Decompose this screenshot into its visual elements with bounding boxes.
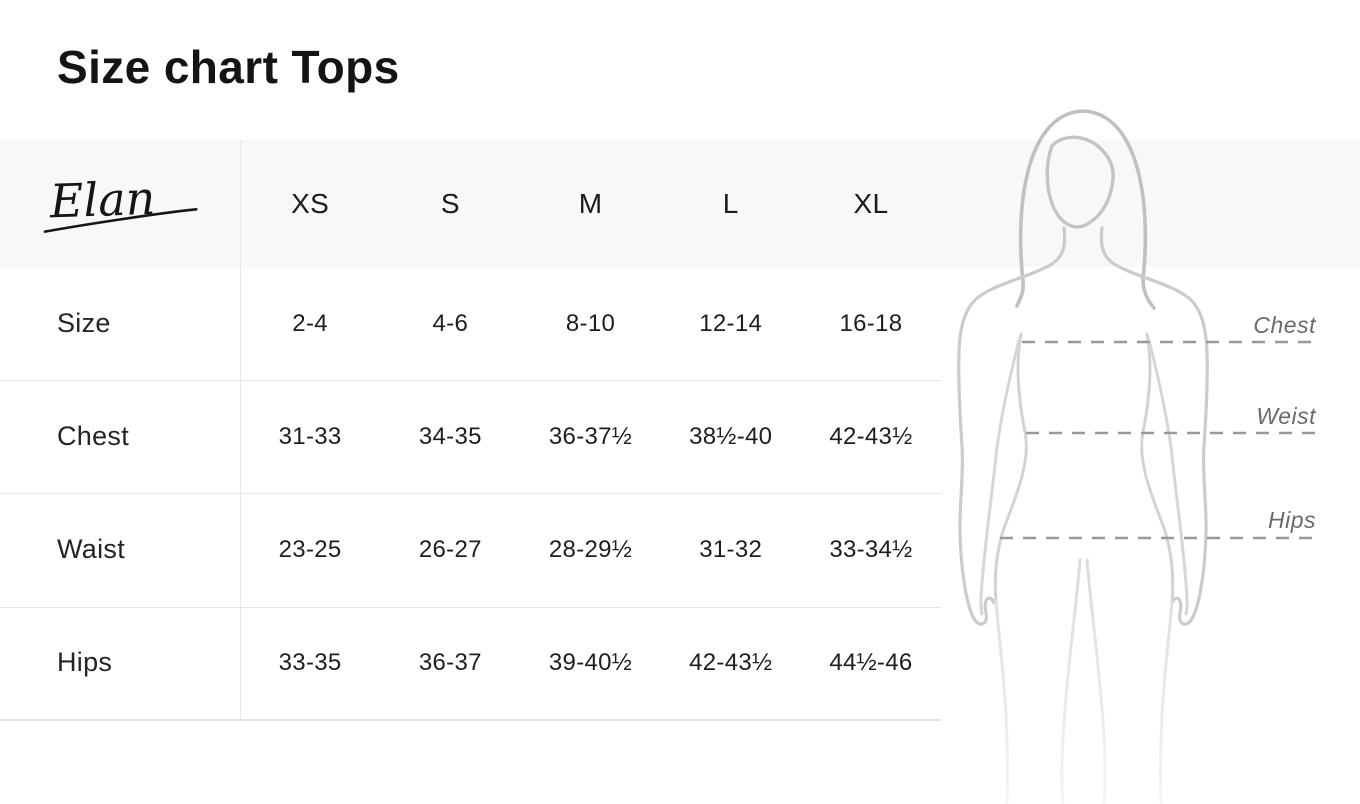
row-label-chest: Chest [57,421,130,451]
chest-xl-value: 42-43½ [829,422,913,450]
waist-xl-value: 33-34½ [829,535,913,563]
left-leg-inner-line [1060,558,1082,804]
face-outline [1045,135,1115,229]
hips-xl-value: 44½-46 [829,648,913,676]
waist-xs-value: 23-25 [278,535,342,563]
hips-m-value: 39-40½ [548,648,633,676]
waist-measure-label: Weist [1256,403,1316,429]
table-row-size: Size 2-4 4-6 8-10 12-14 16-18 [0,267,941,380]
table-bottom-border [0,719,941,721]
left-arm-outline [957,226,1067,626]
page-title: Size chart Tops [57,41,400,93]
row-divider-2 [0,493,941,494]
waist-m-value: 28-29½ [548,535,633,563]
row-divider-1 [0,380,941,381]
size-header-m: M [578,187,603,219]
right-leg-inner-line [1085,558,1107,804]
size-m-value: 8-10 [565,309,616,337]
row-label-waist: Waist [57,534,125,564]
waist-l-value: 31-32 [699,535,763,563]
brand-logo-svg: Elan [43,170,198,233]
hips-xs-value: 33-35 [278,648,342,676]
torso-left-outline [993,332,1028,604]
hips-l-value: 42-43½ [689,648,773,676]
chest-measure-label: Chest [1253,312,1316,338]
chest-m-value: 36-37½ [548,422,633,450]
left-arm-inner-line [979,338,1021,616]
hips-s-value: 36-37 [418,648,482,676]
hair-outline [1015,109,1156,310]
torso-right-outline [1140,332,1175,604]
size-s-value: 4-6 [432,309,469,337]
size-table: Elan XS S M L XL Size 2-4 4-6 8-10 12-14… [0,140,941,719]
size-l-value: 12-14 [699,309,763,337]
row-divider-3 [0,607,941,608]
size-xs-value: 2-4 [292,309,328,337]
body-silhouette-svg [957,109,1318,804]
brand-logo: Elan [0,140,240,267]
right-arm-outline [1099,226,1209,626]
chest-l-value: 38½-40 [689,422,773,450]
size-header-l: L [722,187,739,219]
size-header-xl: XL [853,187,889,219]
brand-logo-text: Elan [48,170,156,228]
size-header-s: S [440,187,460,219]
hips-measure-label: Hips [1267,507,1316,533]
right-leg-outline [1158,600,1174,804]
row-label-hips: Hips [57,647,113,677]
size-header-xs: XS [291,187,330,219]
right-arm-inner-line [1147,338,1189,616]
brand-logo-underline [43,207,198,233]
chest-xs-value: 31-33 [278,422,342,450]
table-vertical-divider [240,140,241,720]
size-table-header-row: Elan XS S M L XL [0,140,941,267]
body-silhouette [940,104,1360,804]
table-row-chest: Chest 31-33 34-35 36-37½ 38½-40 42-43½ [0,380,941,493]
left-leg-outline [994,600,1010,804]
chest-s-value: 34-35 [418,422,482,450]
row-label-size: Size [57,308,111,338]
table-row-hips: Hips 33-35 36-37 39-40½ 42-43½ 44½-46 [0,606,941,719]
table-row-waist: Waist 23-25 26-27 28-29½ 31-32 33-34½ [0,493,941,606]
waist-s-value: 26-27 [418,535,482,563]
size-xl-value: 16-18 [839,309,903,337]
